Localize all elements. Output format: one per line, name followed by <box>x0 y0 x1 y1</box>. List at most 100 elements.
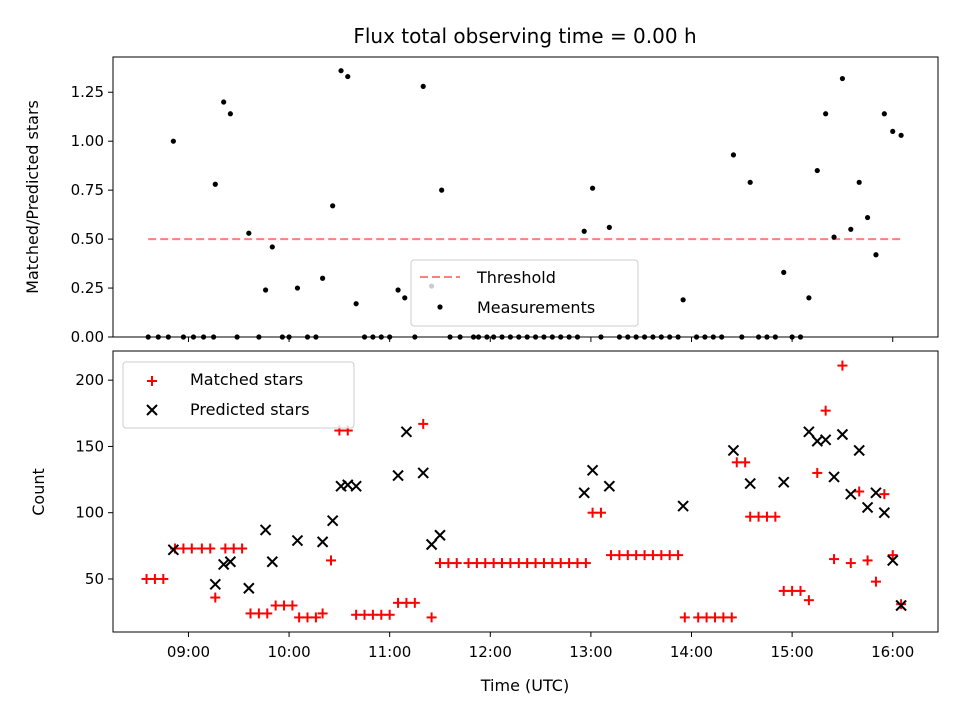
count-y-tick-label: 100 <box>75 504 104 522</box>
x-axis-label: Time (UTC) <box>480 676 569 695</box>
matched-star-point <box>639 550 650 561</box>
count-y-axis: 50 100 150 200 <box>75 371 113 588</box>
measurements-legend-swatch <box>437 304 443 310</box>
matched-star-point <box>245 608 256 619</box>
predicted-star-point <box>819 434 832 446</box>
measurement-point <box>395 287 401 293</box>
predicted-star-point <box>853 444 865 457</box>
predicted-star-point <box>603 480 616 492</box>
matched-star-point <box>622 550 633 561</box>
matched-star-point <box>753 511 764 522</box>
predicted-star-point <box>586 464 599 476</box>
predicted-star-point <box>326 514 339 527</box>
measurement-point <box>345 73 351 80</box>
ratio-x-ticks <box>187 337 894 342</box>
matched-star-point <box>401 597 412 608</box>
matched-star-point <box>829 554 840 565</box>
ratio-y-tick-label: 0.25 <box>71 279 104 297</box>
measurement-point <box>221 99 227 105</box>
matched-star-point <box>787 585 798 596</box>
count-y-tick-label: 200 <box>75 371 104 389</box>
matched-star-point <box>310 612 321 623</box>
matched-star-point <box>463 558 474 569</box>
matched-star-point <box>745 511 756 522</box>
measurement-point <box>606 224 612 230</box>
matched-star-point <box>664 550 675 561</box>
count-x-tick-label: 12:00 <box>469 643 512 661</box>
measurement-point <box>439 187 445 193</box>
measurement-point <box>320 275 326 281</box>
measurement-point <box>873 252 879 258</box>
predicted-star-point <box>578 487 590 499</box>
predicted-star-point <box>417 467 429 479</box>
matched-star-point <box>709 612 720 623</box>
matched-star-point <box>555 558 566 569</box>
matched-star-point <box>488 558 499 569</box>
matched-star-point <box>253 608 264 619</box>
matched-star-point <box>879 489 890 500</box>
matched-star-point <box>740 457 751 468</box>
matched-star-point <box>376 609 387 620</box>
measurement-point <box>730 152 737 158</box>
predicted-star-point <box>434 529 446 541</box>
matched-star-point <box>587 507 598 518</box>
measurement-point <box>747 179 753 185</box>
matched-star-point <box>196 543 207 554</box>
count-x-tick-label: 13:00 <box>569 643 612 661</box>
matched-star-point <box>673 550 684 561</box>
matched-star-point <box>325 555 336 566</box>
matched-star-point <box>418 418 429 429</box>
matched-star-point <box>279 600 290 611</box>
matched-star-point <box>205 543 216 554</box>
matched-star-point <box>862 555 873 566</box>
count-x-tick-label: 09:00 <box>167 643 210 661</box>
matched-star-point <box>572 558 583 569</box>
measurement-point <box>898 132 904 138</box>
ratio-legend-box <box>410 259 639 327</box>
predicted-legend-swatch <box>146 404 158 416</box>
matched-star-point <box>778 585 789 596</box>
matched-star-point <box>317 608 328 619</box>
predicted-star-point <box>167 544 180 556</box>
matched-star-point <box>178 543 189 554</box>
matched-star-point <box>409 597 420 608</box>
matched-star-point <box>701 612 712 623</box>
measurement-point <box>330 203 336 209</box>
count-legend: Matched stars Predicted stars <box>122 361 355 429</box>
predicted-star-point <box>727 444 740 457</box>
count-axes-frame <box>112 350 939 633</box>
measurement-point <box>781 269 787 275</box>
matched-star-point <box>262 608 273 619</box>
matched-star-point <box>210 592 221 603</box>
matched-star-point <box>595 507 606 518</box>
matched-star-point <box>731 457 742 468</box>
measurement-point <box>864 214 871 221</box>
matched-star-point <box>614 550 625 561</box>
matched-star-point <box>384 609 395 620</box>
matched-star-point <box>656 550 667 561</box>
chart-title: Flux total observing time = 0.00 h <box>353 24 696 48</box>
measurement-point <box>420 83 426 89</box>
count-x-tick-label: 16:00 <box>871 643 914 661</box>
predicted-legend-label: Predicted stars <box>190 400 310 419</box>
matched-star-point <box>158 573 169 584</box>
ratio-axes-frame <box>112 56 939 338</box>
matched-star-point <box>606 550 617 561</box>
measurement-point <box>806 295 812 301</box>
matched-star-point <box>845 558 856 569</box>
predicted-star-point <box>836 428 849 441</box>
count-x-axis: 09:00 10:00 11:00 12:00 13:00 14:00 15:00 16:00 <box>167 632 914 661</box>
matched-star-point <box>141 573 152 584</box>
measurement-point <box>338 68 344 74</box>
predicted-star-point <box>217 558 230 571</box>
ratio-panel: 0.00 0.25 0.50 0.75 1.00 1.25 Matched/Predict… <box>23 56 939 346</box>
measurement-point <box>262 287 269 293</box>
predicted-star-point <box>803 426 815 438</box>
measurement-point <box>581 228 587 234</box>
matched-star-point <box>761 511 772 522</box>
measurement-point <box>680 297 686 303</box>
matched-star-point <box>302 612 313 623</box>
matched-star-point <box>426 612 437 623</box>
measurement-point <box>856 179 862 185</box>
matched-star-point <box>270 600 281 611</box>
